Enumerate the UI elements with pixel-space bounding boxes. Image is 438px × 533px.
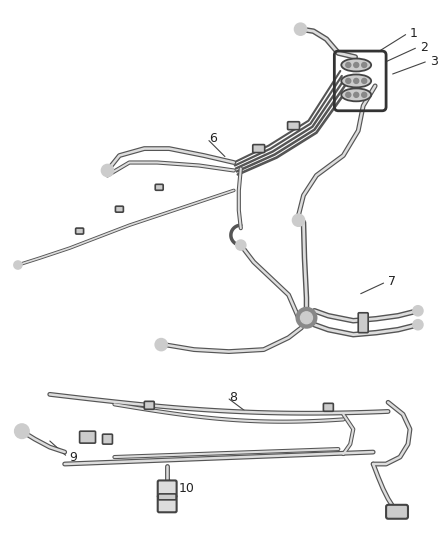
- Circle shape: [346, 78, 351, 83]
- FancyBboxPatch shape: [80, 431, 95, 443]
- FancyBboxPatch shape: [158, 495, 177, 512]
- Circle shape: [346, 62, 351, 68]
- FancyBboxPatch shape: [358, 313, 368, 333]
- Circle shape: [297, 308, 316, 328]
- Text: 1: 1: [410, 27, 418, 39]
- FancyBboxPatch shape: [386, 505, 408, 519]
- Circle shape: [354, 78, 359, 83]
- Circle shape: [362, 62, 367, 68]
- Circle shape: [300, 312, 312, 324]
- Circle shape: [155, 338, 167, 351]
- FancyBboxPatch shape: [102, 434, 113, 444]
- FancyBboxPatch shape: [323, 403, 333, 411]
- Text: 7: 7: [388, 276, 396, 288]
- Circle shape: [14, 261, 22, 269]
- Text: 3: 3: [430, 54, 438, 68]
- Circle shape: [346, 92, 351, 98]
- Circle shape: [294, 23, 307, 35]
- FancyBboxPatch shape: [158, 494, 176, 500]
- FancyBboxPatch shape: [76, 228, 84, 234]
- Ellipse shape: [341, 88, 371, 101]
- Circle shape: [102, 165, 113, 176]
- FancyBboxPatch shape: [288, 122, 300, 130]
- Circle shape: [354, 92, 359, 98]
- Circle shape: [362, 92, 367, 98]
- FancyBboxPatch shape: [155, 184, 163, 190]
- Text: 8: 8: [229, 391, 237, 404]
- Circle shape: [15, 424, 29, 438]
- Circle shape: [354, 62, 359, 68]
- Text: 9: 9: [70, 450, 78, 464]
- FancyBboxPatch shape: [158, 480, 177, 497]
- Text: 2: 2: [420, 41, 428, 54]
- Text: 10: 10: [179, 482, 195, 495]
- Circle shape: [236, 240, 246, 250]
- FancyBboxPatch shape: [144, 401, 154, 409]
- Circle shape: [413, 306, 423, 316]
- Text: 6: 6: [209, 132, 217, 145]
- Circle shape: [413, 320, 423, 330]
- Ellipse shape: [341, 59, 371, 71]
- FancyBboxPatch shape: [116, 206, 124, 212]
- FancyBboxPatch shape: [253, 144, 265, 152]
- Circle shape: [293, 214, 304, 226]
- Circle shape: [362, 78, 367, 83]
- Ellipse shape: [341, 75, 371, 87]
